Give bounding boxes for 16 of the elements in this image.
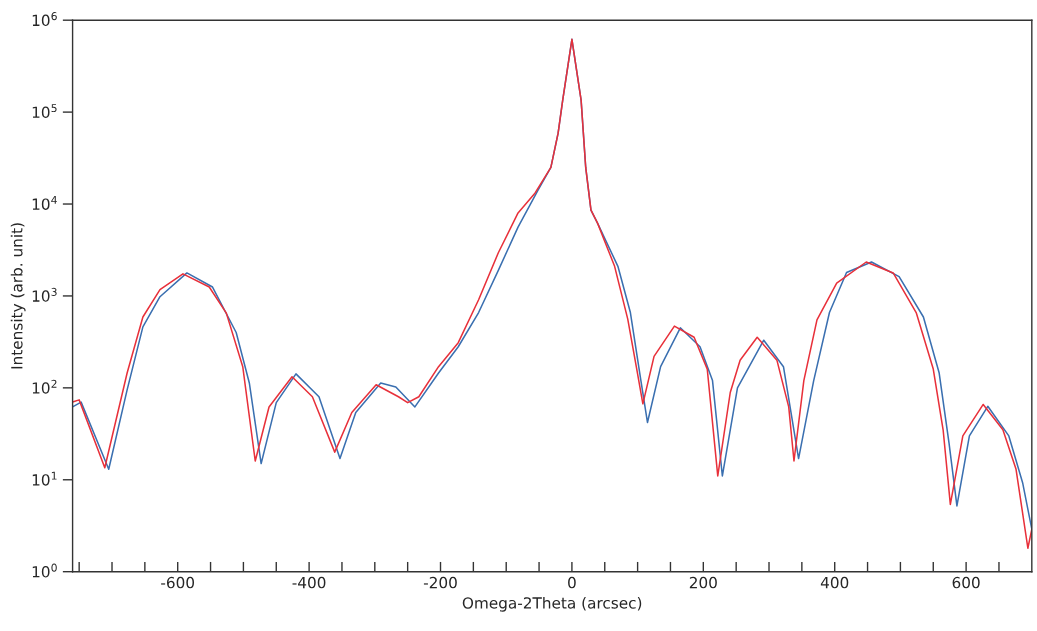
x-axis-title: Omega-2Theta (arcsec) <box>462 596 642 612</box>
x-tick-label: 600 <box>952 576 980 589</box>
x-tick-label: 200 <box>689 576 717 589</box>
x-tick-label: 400 <box>820 576 849 589</box>
y-tick-label: 10$^{3}$ <box>32 287 57 302</box>
y-tick-label: 10$^{4}$ <box>32 196 57 210</box>
y-tick-label: 10$^{6}$ <box>32 12 57 27</box>
y-tick-label: 10$^{0}$ <box>32 563 57 578</box>
x-tick-label: -600 <box>161 576 195 589</box>
y-tick-label: 10$^{1}$ <box>32 471 57 486</box>
y-tick-label: 10$^{5}$ <box>32 104 57 119</box>
x-tick-label: -200 <box>423 576 457 589</box>
x-tick-label: 0 <box>568 576 576 589</box>
x-tick-label: -400 <box>292 576 326 589</box>
y-tick-label: 10$^{2}$ <box>32 379 57 394</box>
y-axis-title: Intensity (arb. unit) <box>10 223 26 369</box>
